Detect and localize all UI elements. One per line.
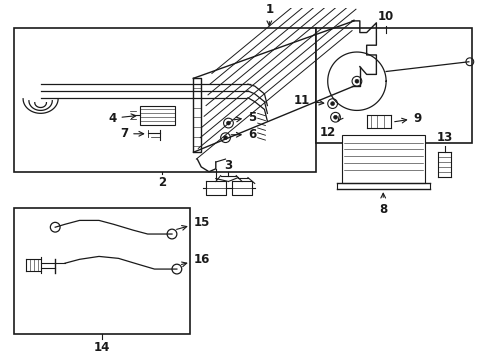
Bar [14, 208, 190, 334]
Text: 14: 14 [94, 341, 110, 354]
Text: 11: 11 [294, 94, 324, 107]
Text: 15: 15 [176, 216, 210, 230]
Circle shape [334, 115, 338, 119]
Text: 3: 3 [224, 159, 233, 172]
Text: 1: 1 [265, 3, 273, 26]
Circle shape [355, 79, 359, 83]
Text: 10: 10 [378, 10, 394, 23]
Text: 2: 2 [158, 176, 166, 189]
Text: 12: 12 [320, 115, 343, 139]
Circle shape [223, 136, 227, 140]
Text: 9: 9 [395, 112, 421, 125]
Text: 8: 8 [379, 193, 387, 216]
Text: 13: 13 [437, 131, 453, 144]
Circle shape [226, 121, 230, 125]
Text: 16: 16 [181, 253, 210, 267]
Text: 4: 4 [108, 112, 136, 125]
Bar [316, 28, 472, 143]
Text: 5: 5 [234, 111, 256, 124]
Bar [343, 135, 425, 184]
Text: 6: 6 [231, 128, 256, 141]
Bar [14, 28, 316, 172]
Text: 7: 7 [120, 127, 144, 140]
Bar [140, 105, 175, 125]
Circle shape [331, 102, 335, 105]
